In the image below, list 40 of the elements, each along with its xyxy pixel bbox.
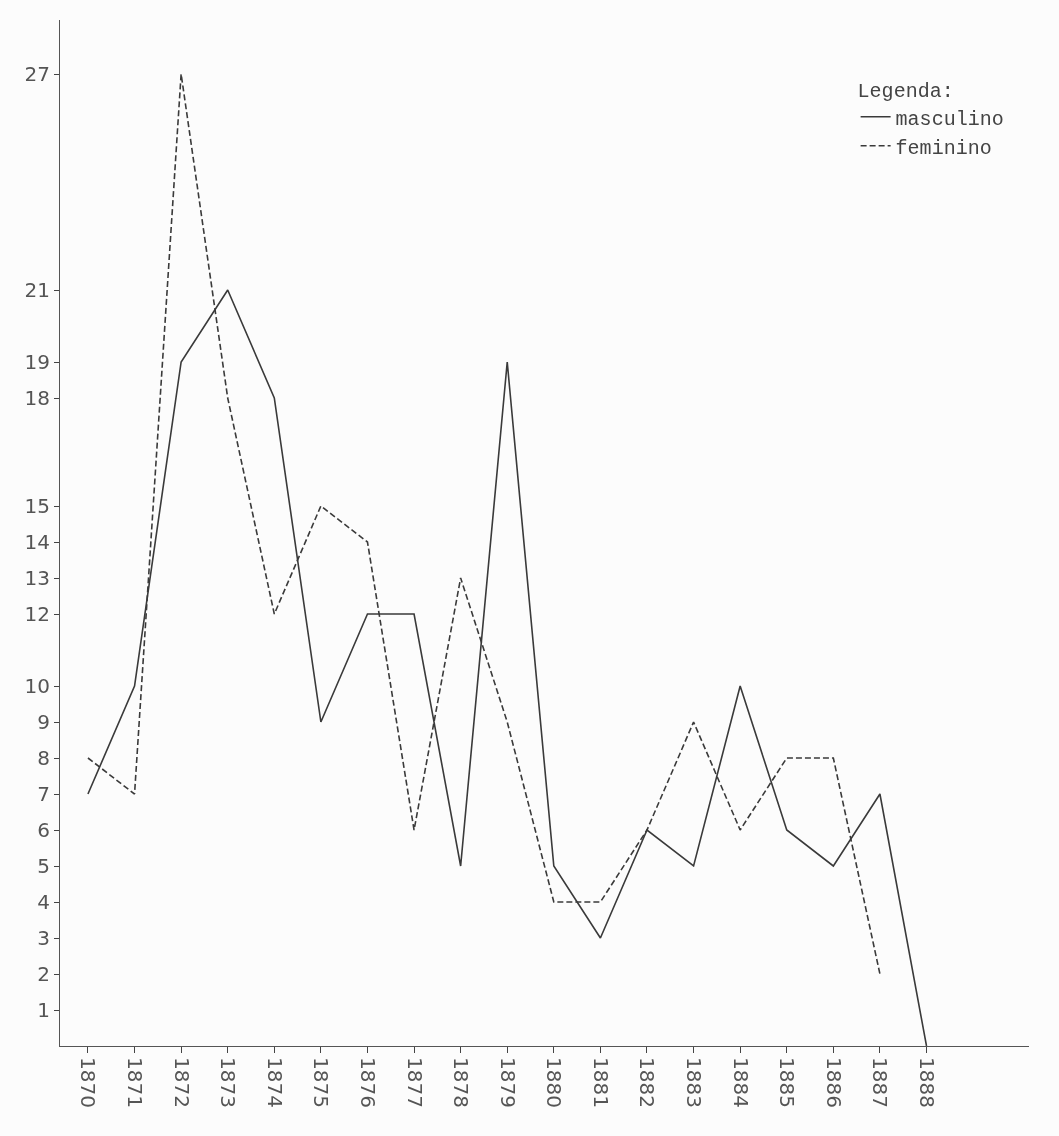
x-tick-label: 1873 [216,1057,241,1108]
x-tick-label: 1877 [402,1057,427,1108]
x-tick-label: 1876 [355,1057,380,1108]
x-tick-label: 1885 [775,1057,800,1108]
x-tick-label: 1881 [588,1057,613,1108]
y-tick-label: 9 [37,710,50,734]
x-tick-label: 1878 [449,1057,474,1108]
y-tick-label: 1 [37,998,50,1022]
y-tick-label: 7 [37,782,50,806]
x-tick-label: 1874 [262,1057,287,1108]
x-tick-label: 1879 [495,1057,520,1108]
x-tick-label: 1887 [868,1057,893,1108]
y-tick-label: 4 [37,890,50,914]
y-tick-label: 27 [24,62,50,86]
legend-label: feminino [895,136,992,160]
y-tick-label: 12 [24,602,50,626]
y-tick-label: 19 [24,350,50,374]
y-tick-label: 15 [24,494,50,518]
x-tick-label: 1871 [123,1057,148,1108]
x-tick-label: 1883 [682,1057,707,1108]
y-tick-label: 21 [24,278,50,302]
x-tick-label: 1882 [635,1057,660,1108]
x-tick-label: 1870 [76,1057,101,1108]
y-tick-label: 18 [24,386,50,410]
y-tick-label: 8 [37,746,50,770]
y-tick-label: 3 [37,926,50,950]
y-tick-label: 5 [37,854,50,878]
y-tick-label: 10 [24,674,50,698]
y-tick-label: 6 [37,818,50,842]
x-tick-label: 1884 [728,1057,753,1108]
y-tick-label: 2 [37,962,50,986]
x-tick-label: 1880 [542,1057,567,1108]
x-tick-label: 1875 [309,1057,334,1108]
y-tick-label: 13 [24,566,50,590]
x-tick-label: 1888 [915,1057,940,1108]
legend-label: masculino [895,107,1004,131]
legend-title: Legenda: [857,80,954,104]
x-tick-label: 1872 [169,1057,194,1108]
x-tick-label: 1886 [821,1057,846,1108]
y-tick-label: 14 [24,530,50,554]
